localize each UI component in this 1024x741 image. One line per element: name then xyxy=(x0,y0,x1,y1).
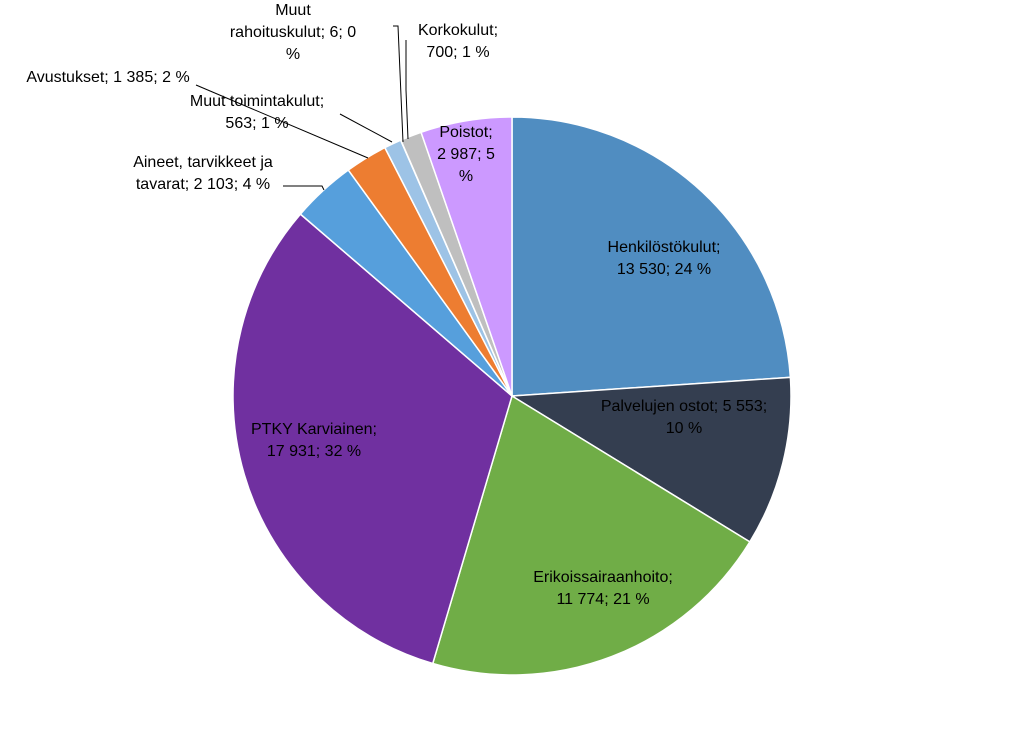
pie-slice-erikoissairaanhoito xyxy=(431,394,751,676)
data-label: Aineet, tarvikkeet ja tavarat; 2 103; 4 % xyxy=(133,154,273,193)
data-label: Poistot; 2 987; 5% xyxy=(437,124,495,185)
pie-slice-palvelujen-ostot xyxy=(509,376,792,543)
leader-line xyxy=(195,84,369,159)
pie-slice-henkilöstökulut xyxy=(511,116,792,397)
data-label: Muut rahoituskulut; 6; 0% xyxy=(230,2,356,63)
pie-slice-poistot xyxy=(420,116,513,397)
data-label: Korkokulut; 700; 1 % xyxy=(418,22,498,61)
data-label: Muut toimintakulut; 563; 1 % xyxy=(190,93,324,132)
leader-line xyxy=(405,40,409,140)
data-label: Avustukset; 1 385; 2 % xyxy=(26,69,189,86)
leader-line xyxy=(339,113,393,143)
data-label: Palvelujen ostot; 5 553; 10 % xyxy=(601,398,767,437)
leader-line xyxy=(393,25,404,143)
data-label: PTKY Karviainen; 17 931; 32 % xyxy=(251,421,377,460)
pie-slice-ptky-karviainen xyxy=(232,213,513,665)
data-label: Henkilöstökulut; 13 530; 24 % xyxy=(608,239,721,278)
leader-line xyxy=(283,185,325,191)
data-label: Erikoissairaanhoito; 11 774; 21 % xyxy=(533,569,673,608)
